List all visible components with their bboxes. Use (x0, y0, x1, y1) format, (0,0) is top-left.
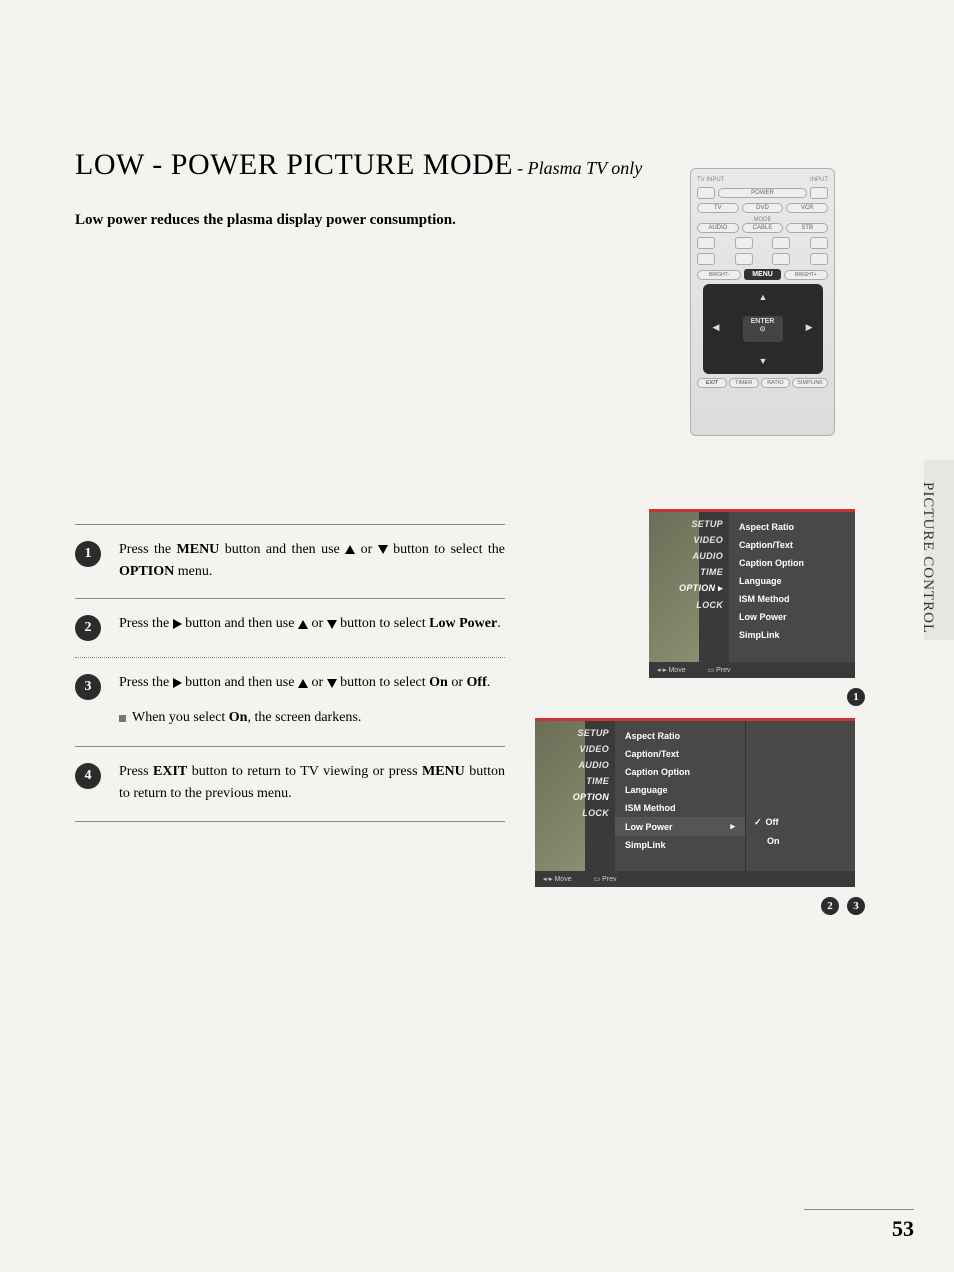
dpad-left-icon: ◀ (713, 322, 720, 333)
dpad-up-icon: ▲ (759, 292, 768, 302)
osd-left-menu: SETUP VIDEO AUDIO TIME OPTION LOCK (535, 721, 615, 871)
remote-btn-play (735, 237, 753, 249)
osd-item-lock: LOCK (649, 597, 729, 613)
remote-btn-ratio: RATIO (761, 378, 791, 388)
step-3: 3 Press the button and then use or butto… (75, 658, 505, 706)
osd-footer: ◂◦▸ Move ▭ Prev (649, 662, 855, 678)
remote-btn-rec (810, 237, 828, 249)
remote-btn-ff (772, 253, 790, 265)
remote-btn-timer: TIMER (729, 378, 759, 388)
remote-btn-bright-minus: BRIGHT- (697, 270, 741, 280)
osd-sub-on: On (754, 832, 847, 850)
remote-btn-stb: STB (786, 223, 828, 233)
osd-footer: ◂◦▸ Move ▭ Prev (535, 871, 855, 887)
osd-opt-aspect: Aspect Ratio (739, 518, 845, 536)
osd-options-panel: Aspect Ratio Caption/Text Caption Option… (615, 721, 745, 871)
remote-btn-simplink: SIMPLINK (792, 378, 828, 388)
remote-btn-tvinput (697, 187, 715, 199)
osd-opt-simplink: SimpLink (625, 836, 735, 854)
title-sub: - Plasma TV only (517, 158, 642, 178)
osd-item-audio: AUDIO (535, 757, 615, 773)
remote-btn-stop (697, 237, 715, 249)
osd-ref-2: 2 (821, 897, 839, 915)
step-badge-1: 1 (75, 541, 101, 567)
down-arrow-icon (327, 679, 337, 688)
down-arrow-icon (327, 620, 337, 629)
osd-sub-panel: ✓Off On (745, 721, 855, 871)
osd-item-video: VIDEO (535, 741, 615, 757)
remote-btn-menu: MENU (744, 269, 781, 280)
osd-opt-aspect: Aspect Ratio (625, 727, 735, 745)
remote-btn-audio: AUDIO (697, 223, 739, 233)
osd-opt-caption-text: Caption/Text (739, 536, 845, 554)
osd-options-panel: Aspect Ratio Caption/Text Caption Option… (729, 512, 855, 662)
check-icon: ✓ (754, 817, 762, 827)
osd-opt-ism: ISM Method (625, 799, 735, 817)
osd-opt-lowpower-selected: Low Power▸ (615, 817, 745, 836)
osd-item-lock: LOCK (535, 805, 615, 821)
step-2: 2 Press the button and then use or butto… (75, 599, 505, 658)
remote-btn-cable: CABLE (742, 223, 784, 233)
remote-btn-dvd: DVD (742, 203, 784, 213)
osd-opt-ism: ISM Method (739, 590, 845, 608)
osd-opt-lowpower: Low Power (739, 608, 845, 626)
osd-menu-1: SETUP VIDEO AUDIO TIME OPTION ▸ LOCK Asp… (649, 509, 855, 678)
bullet-icon (119, 715, 126, 722)
right-arrow-icon (173, 678, 182, 688)
osd-opt-caption-option: Caption Option (625, 763, 735, 781)
osd-opt-simplink: SimpLink (739, 626, 845, 644)
osd-item-setup: SETUP (535, 725, 615, 741)
step-badge-3: 3 (75, 674, 101, 700)
section-label: PICTURE CONTROL (919, 482, 936, 634)
up-arrow-icon (298, 620, 308, 629)
step-badge-4: 4 (75, 763, 101, 789)
osd-item-time: TIME (649, 564, 729, 580)
title-main: LOW - POWER PICTURE MODE (75, 148, 513, 181)
remote-dpad: ▲ ▼ ◀ ▶ ENTER⊙ (703, 284, 823, 374)
remote-btn-pause (772, 237, 790, 249)
osd-item-audio: AUDIO (649, 548, 729, 564)
osd-ref-1: 1 (847, 688, 865, 706)
osd-item-option: OPTION (535, 789, 615, 805)
osd-menu-2: SETUP VIDEO AUDIO TIME OPTION LOCK Aspec… (535, 718, 855, 887)
step-4: 4 Press EXIT button to return to TV view… (75, 746, 505, 821)
osd-opt-caption-option: Caption Option (739, 554, 845, 572)
page-number: 53 (892, 1216, 914, 1242)
osd-item-setup: SETUP (649, 516, 729, 532)
osd-opt-language: Language (739, 572, 845, 590)
remote-btn-power: POWER (718, 188, 807, 198)
remote-illustration: TV INPUT INPUT POWER TV DVD VCR MODE AUD… (690, 168, 835, 436)
step-1: 1 Press the MENU button and then use or … (75, 524, 505, 599)
remote-btn-bright-plus: BRIGHT+ (784, 270, 828, 280)
osd-item-time: TIME (535, 773, 615, 789)
up-arrow-icon (345, 545, 355, 554)
osd-left-menu: SETUP VIDEO AUDIO TIME OPTION ▸ LOCK (649, 512, 729, 662)
up-arrow-icon (298, 679, 308, 688)
dpad-down-icon: ▼ (759, 356, 768, 366)
remote-btn-input (810, 187, 828, 199)
osd-sub-off: ✓Off (754, 813, 847, 832)
remote-btn-next (810, 253, 828, 265)
down-arrow-icon (378, 545, 388, 554)
osd-ref-3: 3 (847, 897, 865, 915)
osd-item-video: VIDEO (649, 532, 729, 548)
remote-btn-prev (697, 253, 715, 265)
remote-btn-vcr: VCR (786, 203, 828, 213)
right-arrow-icon (173, 619, 182, 629)
remote-btn-enter: ENTER⊙ (743, 316, 783, 342)
step-3-note: When you select On, the screen darkens. (119, 710, 505, 726)
osd-item-option: OPTION ▸ (649, 580, 729, 597)
remote-btn-exit: EXIT (697, 378, 727, 388)
right-arrow-icon: ▸ (730, 821, 735, 832)
osd-opt-language: Language (625, 781, 735, 799)
remote-btn-rw (735, 253, 753, 265)
osd-opt-caption-text: Caption/Text (625, 745, 735, 763)
step-badge-2: 2 (75, 615, 101, 641)
remote-label-input: INPUT (810, 177, 828, 183)
remote-btn-tv: TV (697, 203, 739, 213)
remote-label-tvinput: TV INPUT (697, 177, 724, 183)
dpad-right-icon: ▶ (806, 322, 813, 333)
